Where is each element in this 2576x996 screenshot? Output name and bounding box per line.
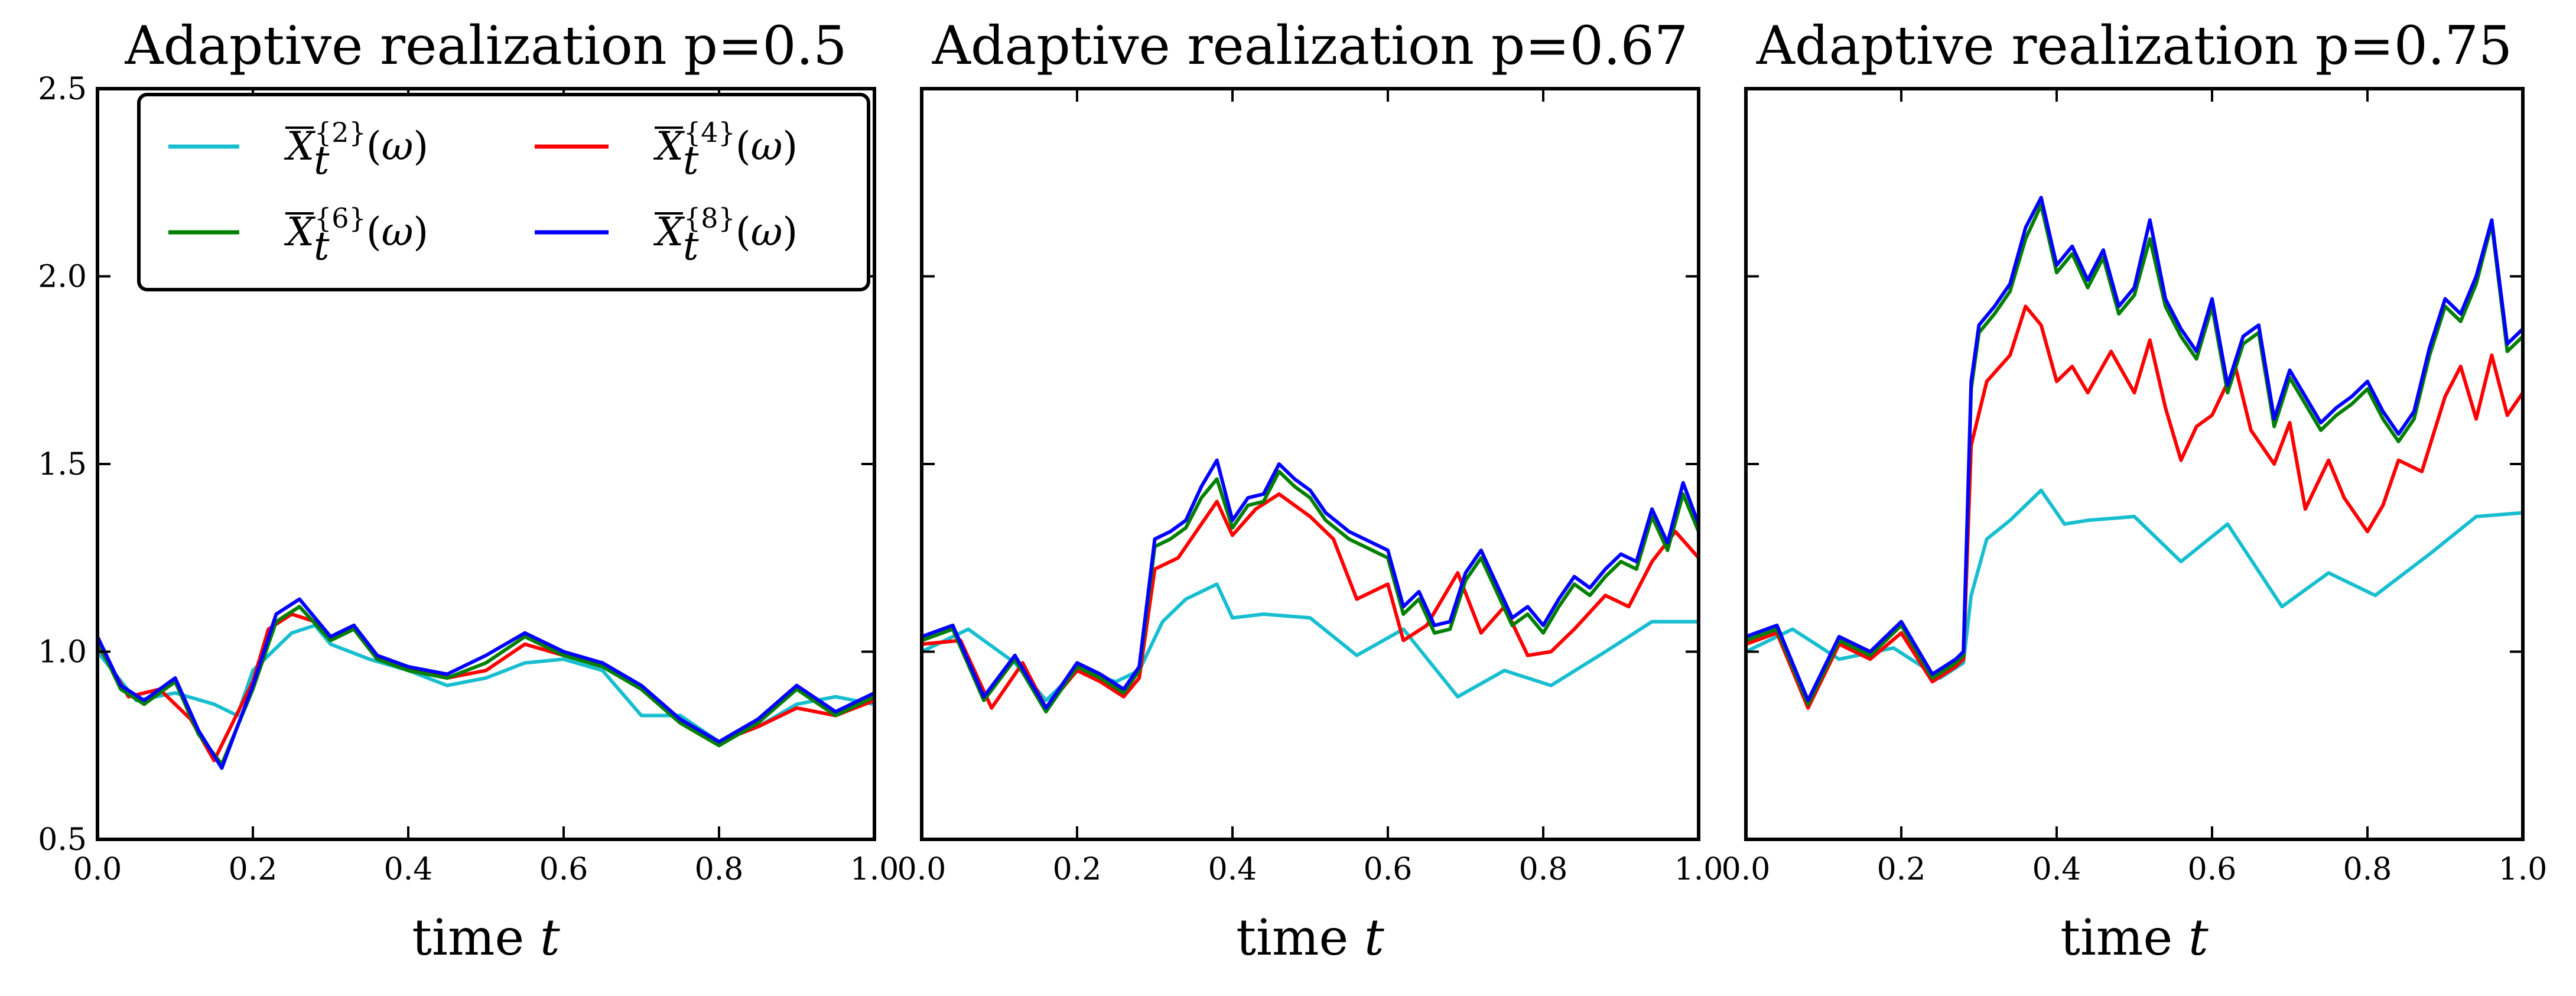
series-group [922, 458, 1699, 714]
series-line-3 [97, 605, 874, 766]
svg-text:t: t [314, 138, 330, 183]
legend-box [137, 93, 870, 291]
x-tick-label: 0.0 [73, 852, 122, 887]
x-axis-label: time t [2060, 909, 2209, 966]
series-line-1 [922, 582, 1699, 702]
chart-panel-2: 0.0 0.2 0.4 0.6 0.8 1.0 Adaptive realization p… [897, 15, 1723, 966]
svg-text:X{2}(ω): X{2}(ω) [284, 116, 428, 169]
legend-label: X{2}(ω)t [284, 116, 428, 183]
x-tick-label: 0.4 [384, 852, 433, 887]
x-tick-label: 0.4 [2032, 852, 2081, 887]
chart-title: Adaptive realization p=0.67 [932, 15, 1688, 77]
legend-label: X{6}(ω)t [284, 202, 428, 269]
x-tick-label: 1.0 [2499, 852, 2548, 887]
plot-frame [920, 87, 1700, 841]
series-line-2 [922, 492, 1699, 710]
chart-title: Adaptive realization p=0.5 [125, 15, 847, 77]
legend-label: X{8}(ω)t [653, 202, 798, 269]
x-tick-label: 0.2 [1053, 852, 1102, 887]
chart-title: Adaptive realization p=0.75 [1756, 15, 2512, 77]
x-tick-label: 0.6 [1364, 852, 1413, 887]
y-tick-label: 2.0 [38, 259, 87, 295]
series-line-4 [1746, 196, 2523, 702]
x-tick-label: 0.0 [1722, 852, 1771, 887]
x-tick-label: 0.8 [2343, 852, 2392, 887]
series-group [1746, 196, 2523, 710]
series-group [97, 597, 874, 770]
svg-text:t: t [683, 138, 699, 183]
legend: X{2}(ω)tX{6}(ω)tX{4}(ω)tX{8}(ω)t [137, 93, 870, 291]
y-tick-label: 1.5 [38, 447, 87, 482]
y-tick-label: 2.5 [38, 72, 87, 107]
chart-panel-3: 0.0 0.2 0.4 0.6 0.8 1.0 Adaptive realization p… [1722, 15, 2548, 966]
y-tick-label: 1.0 [38, 635, 87, 670]
x-axis-label: time t [412, 909, 560, 966]
x-tick-label: 0.2 [229, 852, 278, 887]
legend-label: X{4}(ω)t [653, 116, 798, 183]
series-line-4 [922, 458, 1699, 710]
x-tick-label: 0.8 [1519, 852, 1568, 887]
x-tick-label: 0.6 [2188, 852, 2237, 887]
y-tick-label: 0.5 [38, 822, 87, 858]
svg-text:X{8}(ω): X{8}(ω) [653, 202, 798, 255]
series-line-2 [1746, 304, 2523, 710]
series-line-1 [1746, 488, 2523, 680]
series-line-3 [922, 469, 1699, 714]
x-axis-label: time t [1236, 909, 1384, 966]
chart-panel-1: 0.0 0.2 0.4 0.6 0.8 1.0 0.5 1.0 1.5 2.0 2.5 Adaptiv… [38, 15, 899, 966]
series-line-4 [97, 597, 874, 770]
x-tick-label: 1.0 [850, 852, 899, 887]
x-tick-label: 0.2 [1877, 852, 1926, 887]
x-tick-label: 0.8 [695, 852, 744, 887]
series-line-2 [97, 612, 874, 763]
svg-text:t: t [314, 223, 330, 269]
x-tick-label: 1.0 [1674, 852, 1723, 887]
svg-text:X{4}(ω): X{4}(ω) [653, 116, 798, 169]
series-line-3 [1746, 203, 2523, 706]
x-tick-label: 0.6 [539, 852, 588, 887]
x-tick-label: 0.0 [897, 852, 947, 887]
x-tick-label: 0.4 [1208, 852, 1257, 887]
svg-text:X{6}(ω): X{6}(ω) [284, 202, 428, 255]
svg-text:t: t [683, 223, 699, 269]
